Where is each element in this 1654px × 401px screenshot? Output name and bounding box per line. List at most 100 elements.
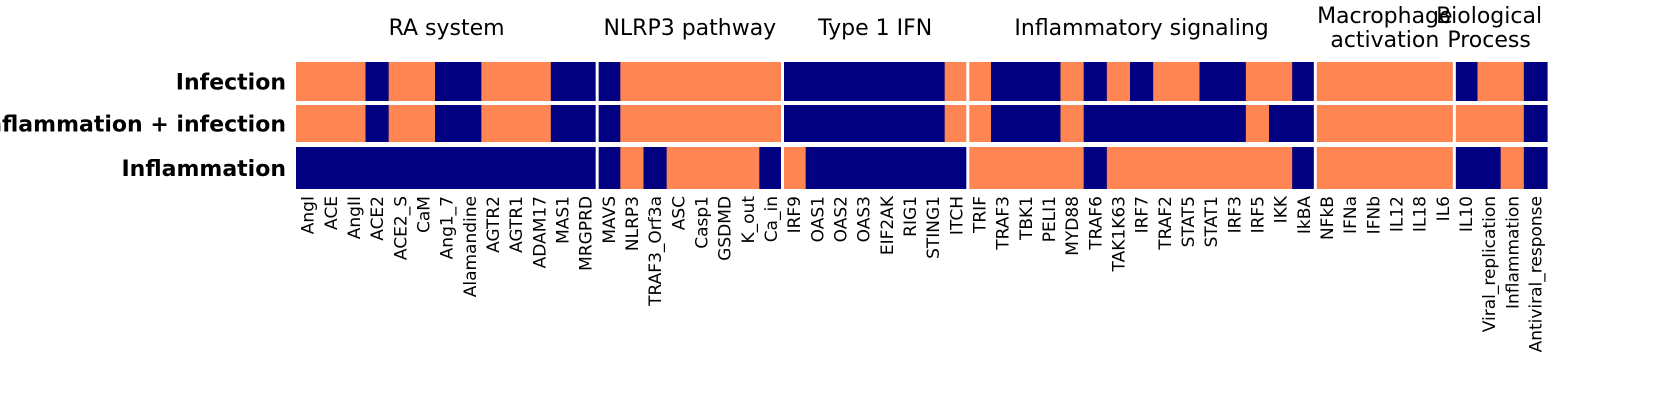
heatmap-cell — [875, 105, 899, 142]
heatmap-cell — [1199, 62, 1224, 101]
heatmap-cell — [458, 62, 482, 101]
heatmap-cell — [1199, 147, 1224, 189]
heatmap-cell — [1222, 147, 1247, 189]
group-separators — [296, 62, 1547, 189]
column-label: CaM — [414, 196, 434, 233]
heatmap-cell — [828, 147, 853, 189]
column-label: STAT1 — [1202, 196, 1222, 247]
heatmap-cell — [828, 105, 853, 142]
heatmap-cell — [1037, 62, 1062, 101]
heatmap-cell — [1338, 147, 1363, 189]
heatmap-cell — [504, 147, 529, 189]
column-label: TRIF — [970, 196, 990, 234]
heatmap-cell — [967, 147, 992, 189]
heatmap-cell — [689, 147, 714, 189]
heatmap-cell — [481, 147, 506, 189]
heatmap-cell — [1361, 105, 1386, 142]
heatmap-cell — [1060, 62, 1085, 101]
heatmap-cell — [967, 105, 992, 142]
heatmap-cell — [388, 147, 413, 189]
heatmap-cell — [1500, 147, 1525, 189]
heatmap-cell — [1083, 105, 1108, 142]
heatmap-cell — [1153, 105, 1177, 142]
column-label: MYD88 — [1063, 196, 1083, 256]
row-label: Inflammation — [121, 157, 286, 182]
heatmap-cell — [574, 147, 598, 189]
group-separator — [595, 62, 599, 189]
heatmap-cell — [944, 105, 969, 142]
heatmap-cell — [1245, 147, 1270, 189]
heatmap-cell — [1130, 147, 1154, 189]
heatmap-cell — [527, 105, 552, 142]
heatmap-cell — [458, 105, 482, 142]
column-label: NLRP3 — [623, 196, 643, 251]
heatmap-cell — [1523, 105, 1548, 142]
column-label: IL12 — [1387, 196, 1407, 232]
column-label: TRAF6 — [1086, 196, 1106, 251]
heatmap-cell — [504, 62, 529, 101]
column-label: OAS1 — [808, 196, 828, 242]
heatmap-cell — [1014, 62, 1038, 101]
column-label: ACE — [322, 196, 342, 230]
heatmap-cell — [597, 147, 621, 189]
heatmap-cell — [898, 62, 923, 101]
heatmap-cell — [643, 147, 668, 189]
column-label: STING1 — [924, 196, 944, 259]
heatmap-cell — [550, 105, 575, 142]
group-separator — [1313, 62, 1317, 189]
heatmap-cell — [1292, 105, 1316, 142]
column-label: IRF5 — [1248, 196, 1268, 233]
column-label: IFNb — [1364, 196, 1384, 234]
heatmap-cell — [342, 105, 367, 142]
heatmap-cell — [852, 105, 876, 142]
heatmap-cell — [1338, 105, 1363, 142]
heatmap-cell — [736, 147, 760, 189]
heatmap-cell — [550, 147, 575, 189]
heatmap-cell — [713, 147, 737, 189]
column-label: AngII — [345, 196, 365, 239]
heatmap-cell — [388, 105, 413, 142]
heatmap-cell — [1477, 62, 1502, 101]
heatmap-cell — [1199, 105, 1224, 142]
heatmap-cell — [805, 62, 830, 101]
heatmap-cell — [1222, 62, 1247, 101]
column-label: Antiviral_response — [1526, 196, 1546, 352]
heatmap-cell — [689, 105, 714, 142]
heatmap-cell — [1130, 105, 1154, 142]
column-label: IKK — [1272, 195, 1292, 223]
heatmap-cell — [1315, 147, 1340, 189]
row-labels: Infection Inflammation + infection Inflamm… — [0, 71, 286, 183]
heatmap-cell — [1037, 105, 1062, 142]
column-label: IRF9 — [785, 196, 805, 233]
group-separator — [1452, 62, 1456, 189]
heatmap-cell — [805, 105, 830, 142]
heatmap-cell — [852, 147, 876, 189]
column-label: MRGPRD — [577, 196, 597, 271]
heatmap-cell — [527, 62, 552, 101]
heatmap-cell — [458, 147, 482, 189]
heatmap-cell — [1408, 62, 1432, 101]
column-label: Casp1 — [692, 196, 712, 249]
column-label: MAS1 — [553, 196, 573, 244]
heatmap-cell — [666, 147, 691, 189]
column-label: ACE2_S — [391, 196, 411, 260]
heatmap-cell — [1384, 62, 1409, 101]
heatmap-cell — [411, 147, 436, 189]
heatmap-cell — [319, 147, 343, 189]
column-label: OAS3 — [855, 196, 875, 242]
heatmap-cell — [365, 105, 390, 142]
heatmap-cell — [1454, 62, 1479, 101]
heatmap-cell — [365, 147, 390, 189]
heatmap-cell — [1176, 147, 1201, 189]
heatmap-cell — [319, 62, 343, 101]
heatmap-cell — [1176, 105, 1201, 142]
group-separator — [966, 62, 970, 189]
column-label: IRF7 — [1133, 196, 1153, 233]
column-label: STAT5 — [1179, 196, 1199, 247]
heatmap-cell — [411, 105, 436, 142]
column-label: K_out — [739, 196, 759, 244]
column-label: ACE2 — [368, 196, 388, 241]
group-label: RA system — [389, 16, 505, 41]
heatmap-cell — [550, 62, 575, 101]
heatmap-cell — [365, 62, 390, 101]
